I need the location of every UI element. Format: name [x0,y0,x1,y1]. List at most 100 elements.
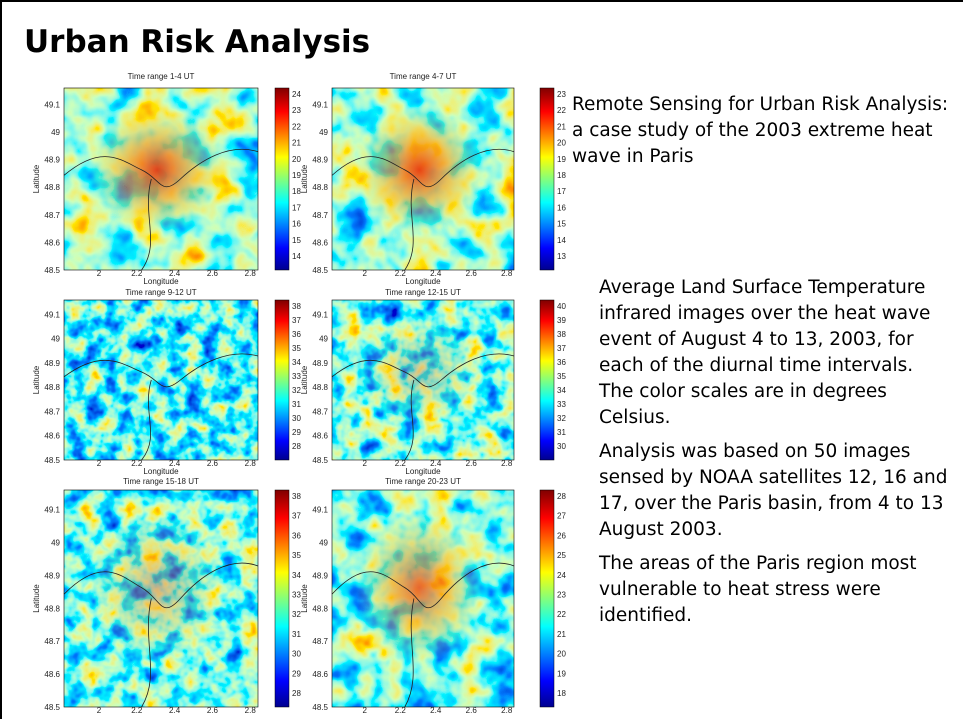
panel-title: Time range 1-4 UT [128,72,195,81]
x-tick-label: 2 [97,269,102,278]
heatmap-panel: Time range 4-7 UTLatitudeLongitude49.149… [300,72,566,286]
y-tick-label: 49.1 [44,310,60,319]
colorbar-tick-label: 37 [292,512,301,521]
heat-island [332,490,514,707]
colorbar-tick-label: 21 [557,630,566,639]
intro-text: Remote Sensing for Urban Risk Analysis: … [572,92,957,170]
colorbar-tick-label: 36 [292,531,301,540]
colorbar-tick-label: 23 [557,591,566,600]
y-tick-label: 48.9 [312,571,328,580]
y-tick-label: 48.6 [312,432,328,441]
x-tick-label: 2.8 [245,706,257,715]
colorbar-tick-label: 23 [557,90,566,99]
x-tick-label: 2.2 [395,269,407,278]
x-tick-label: 2.6 [466,269,478,278]
y-tick-label: 48.9 [44,156,60,165]
colorbar-tick-label: 37 [557,344,566,353]
y-tick-label: 48.8 [44,604,60,613]
colorbar-tick-label: 20 [292,155,301,164]
y-tick-label: 48.8 [44,183,60,192]
y-tick-label: 49.1 [44,506,60,515]
colorbar-tick-label: 19 [557,155,566,164]
y-tick-label: 48.8 [44,383,60,392]
x-tick-label: 2 [363,706,368,715]
colorbar [275,88,289,270]
y-tick-label: 48.5 [44,456,60,465]
y-tick-label: 48.7 [44,407,60,416]
y-tick-label: 48.6 [312,670,328,679]
y-tick-label: 49 [319,538,328,547]
x-tick-label: 2.6 [207,269,219,278]
x-tick-label: 2 [363,269,368,278]
x-tick-label: 2 [363,459,368,468]
x-tick-label: 2.4 [430,459,442,468]
x-tick-label: 2.4 [430,269,442,278]
colorbar-tick-label: 29 [292,669,301,678]
x-tick-label: 2.8 [501,459,513,468]
colorbar-tick-label: 17 [292,203,301,212]
colorbar-tick-label: 29 [292,428,301,437]
panel-title: Time range 4-7 UT [390,72,457,81]
x-tick-label: 2.4 [169,269,181,278]
y-tick-label: 48.9 [312,359,328,368]
y-tick-label: 48.8 [312,604,328,613]
y-tick-label: 48.5 [44,703,60,712]
slide: Urban Risk Analysis Time range 1-4 UTLat… [0,0,963,719]
heatmap-panel: Time range 1-4 UTLatitudeLongitude49.149… [32,72,301,286]
colorbar-tick-label: 28 [292,442,301,451]
colorbar-tick-label: 18 [557,689,566,698]
x-tick-label: 2.8 [501,269,513,278]
y-tick-label: 48.5 [312,456,328,465]
colorbar-tick-label: 18 [557,171,566,180]
heatmap-panel: Time range 15-18 UTLatitude49.14948.948.… [32,477,301,715]
x-axis-label: Longitude [405,467,441,476]
x-axis-label: Longitude [405,277,441,286]
y-tick-label: 49.1 [44,100,60,109]
y-tick-label: 49 [51,538,60,547]
y-tick-label: 49.1 [312,100,328,109]
x-tick-label: 2.2 [395,706,407,715]
x-tick-label: 2.8 [245,269,257,278]
colorbar-tick-label: 30 [292,414,301,423]
y-tick-label: 48.5 [44,266,60,275]
paragraph: Average Land Surface Temperature infrare… [599,275,949,431]
colorbar-tick-label: 28 [557,492,566,501]
y-axis-label: Latitude [32,365,41,394]
colorbar-tick-label: 31 [557,428,566,437]
x-tick-label: 2.4 [430,706,442,715]
colorbar-tick-label: 28 [292,689,301,698]
y-tick-label: 48.5 [312,703,328,712]
y-tick-label: 48.9 [312,156,328,165]
colorbar [275,300,289,460]
colorbar [275,490,289,707]
colorbar-tick-label: 36 [557,358,566,367]
colorbar-tick-label: 27 [557,512,566,521]
x-tick-label: 2.2 [395,459,407,468]
colorbar-tick-label: 30 [557,442,566,451]
y-tick-label: 48.6 [44,238,60,247]
colorbar-tick-label: 34 [292,571,301,580]
colorbar-tick-label: 39 [557,316,566,325]
y-axis-label: Latitude [300,584,309,613]
heat-island [64,490,258,707]
paragraph: The areas of the Paris region most vulne… [599,551,949,629]
colorbar-tick-label: 15 [557,220,566,229]
heatmap-panel: Time range 20-23 UTLatitude49.14948.948.… [300,477,566,715]
colorbar-tick-label: 38 [557,330,566,339]
colorbar-tick-label: 33 [557,400,566,409]
x-tick-label: 2.2 [131,706,143,715]
x-tick-label: 2.8 [501,706,513,715]
heatmap [64,300,258,460]
colorbar-tick-label: 31 [292,400,301,409]
colorbar-tick-label: 36 [292,330,301,339]
colorbar-tick-label: 20 [557,139,566,148]
colorbar [540,490,554,707]
colorbar-tick-label: 20 [557,650,566,659]
colorbar-tick-label: 38 [292,492,301,501]
colorbar-tick-label: 35 [292,344,301,353]
y-tick-label: 48.7 [44,211,60,220]
colorbar-tick-label: 16 [557,203,566,212]
colorbar-tick-label: 16 [292,220,301,229]
y-tick-label: 48.5 [312,266,328,275]
y-tick-label: 48.7 [312,407,328,416]
